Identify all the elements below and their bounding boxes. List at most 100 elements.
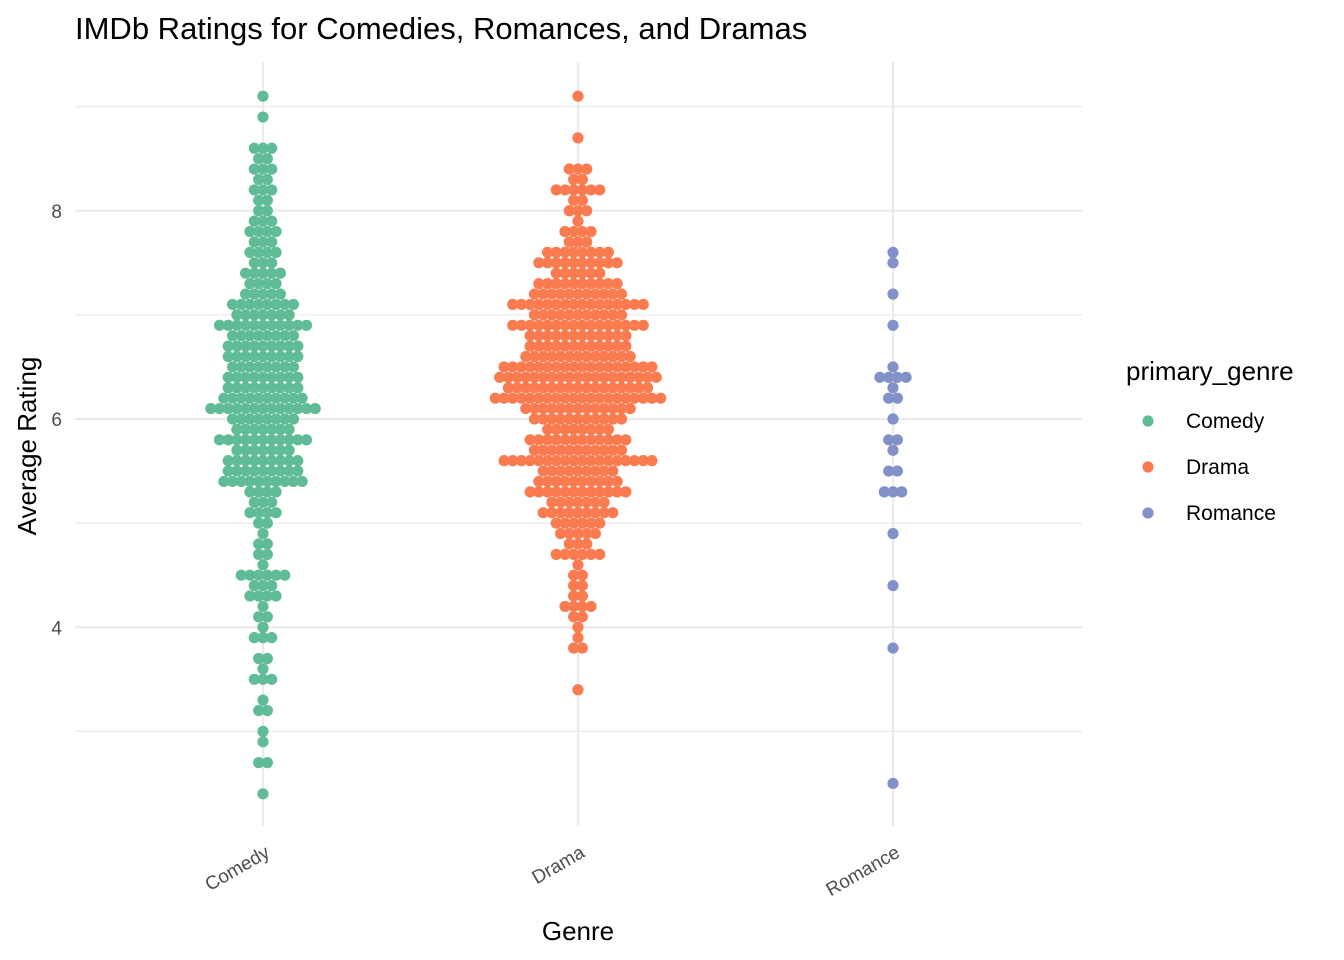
data-point bbox=[607, 507, 619, 519]
data-point bbox=[222, 434, 234, 446]
data-point bbox=[594, 434, 606, 446]
data-point bbox=[266, 580, 278, 592]
data-point bbox=[274, 444, 286, 456]
data-point bbox=[253, 486, 265, 498]
legend-label: Comedy bbox=[1186, 410, 1265, 433]
data-point bbox=[568, 340, 580, 352]
data-point bbox=[633, 382, 645, 394]
data-point bbox=[887, 777, 899, 790]
data-point bbox=[563, 236, 575, 248]
data-point bbox=[602, 298, 615, 311]
data-point bbox=[537, 371, 549, 383]
data-point bbox=[576, 600, 588, 613]
chart-title: IMDb Ratings for Comedies, Romances, and… bbox=[75, 11, 807, 46]
data-point bbox=[266, 319, 278, 331]
data-point bbox=[257, 600, 269, 613]
data-point bbox=[257, 725, 269, 737]
data-point bbox=[296, 392, 308, 404]
data-point bbox=[611, 298, 623, 311]
series-romance bbox=[874, 246, 912, 790]
data-point bbox=[541, 455, 554, 467]
data-point bbox=[248, 319, 260, 331]
data-point bbox=[572, 559, 584, 571]
data-point bbox=[620, 486, 632, 498]
data-point bbox=[581, 163, 593, 175]
data-point bbox=[883, 392, 895, 404]
data-point bbox=[537, 288, 549, 300]
data-point bbox=[559, 548, 571, 560]
data-point bbox=[257, 673, 269, 685]
data-point bbox=[283, 371, 295, 383]
data-point bbox=[576, 486, 588, 498]
data-point bbox=[270, 361, 282, 373]
data-point bbox=[576, 361, 588, 373]
data-point bbox=[266, 371, 278, 383]
data-point bbox=[511, 371, 523, 383]
data-point bbox=[563, 496, 575, 508]
x-tick-label: Romance bbox=[823, 842, 904, 901]
data-point bbox=[528, 413, 541, 425]
data-point bbox=[550, 475, 562, 488]
series-drama bbox=[489, 90, 667, 696]
data-point bbox=[572, 215, 584, 227]
data-point bbox=[533, 278, 545, 290]
data-point bbox=[283, 382, 295, 394]
data-point bbox=[598, 350, 610, 363]
data-point bbox=[213, 434, 226, 446]
data-point bbox=[581, 371, 593, 383]
data-point bbox=[253, 475, 265, 488]
data-point bbox=[572, 205, 584, 217]
data-point bbox=[283, 340, 295, 352]
data-point bbox=[248, 142, 260, 154]
data-point bbox=[537, 507, 549, 519]
data-point bbox=[287, 330, 300, 342]
data-point bbox=[550, 298, 562, 311]
data-point bbox=[498, 455, 510, 467]
data-point bbox=[628, 455, 641, 467]
data-point bbox=[572, 350, 584, 363]
data-point bbox=[235, 569, 247, 581]
data-point bbox=[611, 486, 623, 498]
data-point bbox=[594, 392, 606, 404]
data-point bbox=[248, 382, 260, 394]
data-point bbox=[507, 361, 519, 373]
y-axis-ticks: 4 6 8 bbox=[51, 202, 62, 640]
data-point bbox=[874, 371, 886, 383]
data-point bbox=[287, 475, 300, 488]
data-point bbox=[572, 684, 584, 696]
data-point bbox=[266, 632, 278, 644]
data-point bbox=[292, 434, 304, 446]
data-point bbox=[257, 288, 269, 300]
data-point bbox=[572, 382, 584, 394]
data-point bbox=[270, 486, 282, 498]
data-point bbox=[572, 413, 584, 425]
data-point bbox=[266, 340, 278, 352]
data-point bbox=[283, 434, 295, 446]
data-point bbox=[537, 350, 549, 363]
data-point bbox=[568, 319, 580, 331]
data-point bbox=[585, 298, 597, 311]
data-point bbox=[615, 402, 628, 415]
data-point bbox=[546, 413, 558, 425]
data-point bbox=[222, 455, 234, 467]
data-point bbox=[568, 642, 580, 654]
data-point bbox=[292, 455, 304, 467]
data-point bbox=[615, 413, 628, 425]
data-point bbox=[602, 278, 615, 290]
data-point bbox=[563, 507, 575, 519]
data-point bbox=[602, 475, 615, 488]
data-point bbox=[244, 413, 256, 425]
data-point bbox=[896, 486, 908, 498]
data-point bbox=[594, 423, 606, 436]
data-point bbox=[581, 382, 593, 394]
data-point bbox=[611, 257, 623, 269]
data-point bbox=[878, 486, 890, 498]
data-point bbox=[581, 288, 593, 300]
data-point bbox=[594, 330, 606, 342]
data-point bbox=[537, 444, 549, 456]
data-point bbox=[300, 402, 313, 415]
data-point bbox=[887, 580, 899, 592]
data-point bbox=[546, 465, 558, 477]
data-point bbox=[594, 278, 606, 290]
data-point bbox=[559, 267, 571, 279]
